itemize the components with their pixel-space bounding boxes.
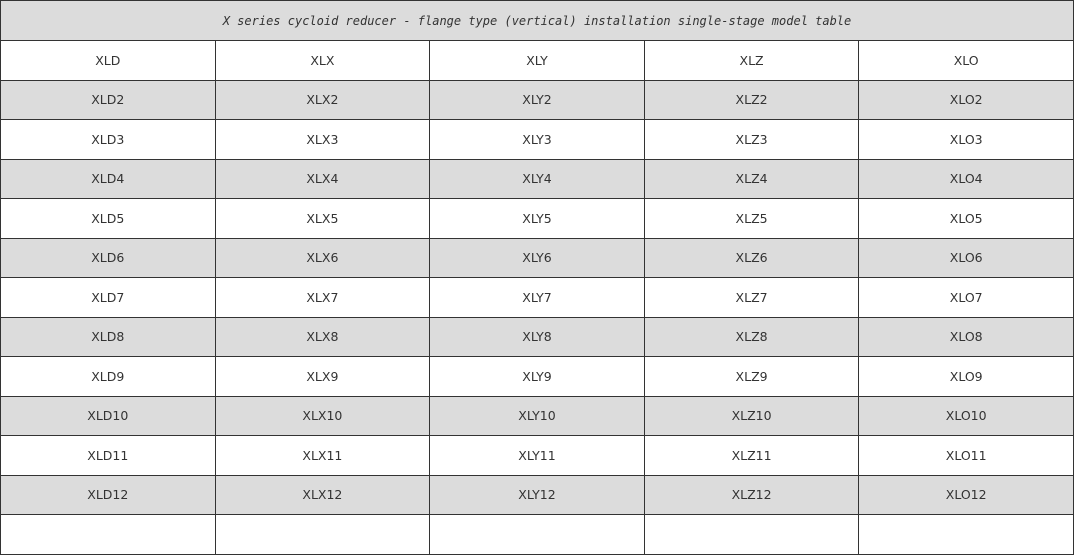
table-cell: XLY8 [429,316,645,357]
table-cell: XLD9 [0,356,216,397]
table-cell: XLO4 [858,158,1074,199]
table-row: XLD6 XLX6 XLY6 XLZ6 XLO6 [0,237,1074,278]
table-cell: XLX11 [214,435,431,476]
table-cell: XLX4 [214,158,431,199]
table-cell: XLX8 [214,316,431,357]
table-row: XLD9 XLX9 XLY9 XLZ9 XLO9 [0,356,1074,397]
table-cell: XLX12 [214,474,431,515]
column-header: XLZ [643,40,860,81]
table-cell: XLO10 [858,395,1074,436]
table-cell: XLO9 [858,356,1074,397]
table-cell: XLO2 [858,79,1074,120]
table-cell: XLX9 [214,356,431,397]
title-row: X series cycloid reducer - flange type (… [0,0,1074,41]
table-cell [214,514,431,555]
table-cell [0,514,216,555]
table-cell: XLZ6 [643,237,860,278]
table-row: XLD7 XLX7 XLY7 XLZ7 XLO7 [0,277,1074,318]
table-cell: XLD4 [0,158,216,199]
table-cell: XLO3 [858,119,1074,160]
table-cell: XLO7 [858,277,1074,318]
table-row: XLD5 XLX5 XLY5 XLZ5 XLO5 [0,198,1074,239]
table-cell: XLZ9 [643,356,860,397]
table-cell: XLY6 [429,237,645,278]
table-cell: XLY2 [429,79,645,120]
table-cell: XLZ7 [643,277,860,318]
table-row [0,514,1074,555]
table-cell: XLZ4 [643,158,860,199]
table-cell: XLX6 [214,237,431,278]
table-cell: XLD10 [0,395,216,436]
table-row: XLD4 XLX4 XLY4 XLZ4 XLO4 [0,158,1074,199]
table-cell: XLD8 [0,316,216,357]
table-cell: XLD3 [0,119,216,160]
table-cell: XLO8 [858,316,1074,357]
table-row: XLD8 XLX8 XLY8 XLZ8 XLO8 [0,316,1074,357]
table-cell: XLY4 [429,158,645,199]
table-cell: XLZ12 [643,474,860,515]
table-cell [429,514,645,555]
table-cell: XLD12 [0,474,216,515]
table-cell: XLX10 [214,395,431,436]
table-title: X series cycloid reducer - flange type (… [0,0,1074,41]
column-header: XLY [429,40,645,81]
table-cell: XLD5 [0,198,216,239]
column-header: XLD [0,40,216,81]
table-cell: XLD6 [0,237,216,278]
table-cell: XLD11 [0,435,216,476]
table-cell: XLY12 [429,474,645,515]
table-cell: XLY7 [429,277,645,318]
table-row: XLD11 XLX11 XLY11 XLZ11 XLO11 [0,435,1074,476]
table-cell [858,514,1074,555]
table-cell: XLD7 [0,277,216,318]
table-cell: XLX5 [214,198,431,239]
table-cell: XLX2 [214,79,431,120]
table-cell: XLD2 [0,79,216,120]
table-cell: XLX7 [214,277,431,318]
table-row: XLD3 XLX3 XLY3 XLZ3 XLO3 [0,119,1074,160]
table-cell: XLO11 [858,435,1074,476]
table-cell: XLZ2 [643,79,860,120]
table-cell: XLY11 [429,435,645,476]
table-row: XLD12 XLX12 XLY12 XLZ12 XLO12 [0,474,1074,515]
table-row: XLD2 XLX2 XLY2 XLZ2 XLO2 [0,79,1074,120]
table-cell: XLY10 [429,395,645,436]
table-cell: XLX3 [214,119,431,160]
table-cell: XLZ5 [643,198,860,239]
table-cell: XLY3 [429,119,645,160]
table-cell: XLZ11 [643,435,860,476]
table-cell: XLZ8 [643,316,860,357]
column-header: XLX [214,40,431,81]
table-cell: XLY5 [429,198,645,239]
table-cell: XLO6 [858,237,1074,278]
table-row: XLD10 XLX10 XLY10 XLZ10 XLO10 [0,395,1074,436]
column-header: XLO [858,40,1074,81]
table-cell: XLZ10 [643,395,860,436]
table-cell: XLO5 [858,198,1074,239]
header-row: XLD XLX XLY XLZ XLO [0,40,1074,81]
table-cell: XLZ3 [643,119,860,160]
table-cell [643,514,860,555]
table-cell: XLO12 [858,474,1074,515]
table-cell: XLY9 [429,356,645,397]
